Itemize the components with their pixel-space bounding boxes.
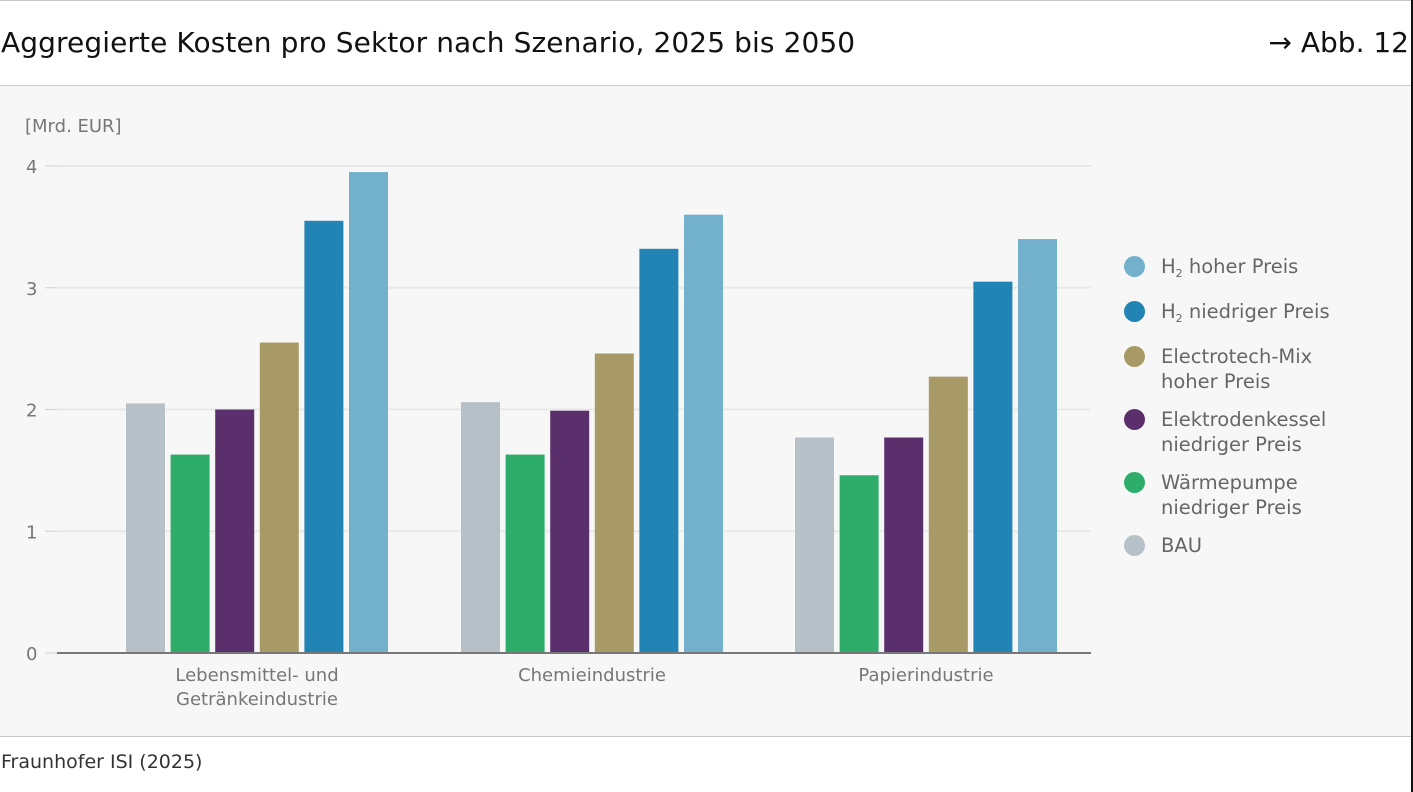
bar[interactable]: [884, 437, 924, 653]
bar[interactable]: [505, 454, 545, 653]
bar[interactable]: [928, 376, 968, 653]
figure-reference-link[interactable]: → Abb. 12: [1268, 26, 1410, 59]
bar[interactable]: [259, 342, 299, 653]
bar[interactable]: [170, 454, 210, 653]
chart-title: Aggregierte Kosten pro Sektor nach Szena…: [1, 26, 856, 59]
legend-label: Wärmepumpe niedriger Preis: [1161, 471, 1302, 519]
x-category-label: Lebensmittel- und: [175, 665, 338, 686]
legend-item[interactable]: H2 niedriger Preis: [1124, 299, 1404, 331]
legend-swatch-icon: [1124, 301, 1145, 322]
bar[interactable]: [795, 437, 834, 653]
legend-item[interactable]: Elektrodenkessel niedriger Preis: [1124, 407, 1404, 457]
figure-header: Aggregierte Kosten pro Sektor nach Szena…: [0, 1, 1413, 85]
legend-label: H2 hoher Preis: [1161, 255, 1299, 280]
legend-swatch-icon: [1124, 256, 1145, 277]
y-tick-label: 3: [26, 279, 37, 300]
bar[interactable]: [594, 353, 634, 653]
x-category-label: Papierindustrie: [858, 665, 993, 686]
y-tick-label: 1: [26, 522, 37, 543]
bar[interactable]: [639, 248, 679, 654]
bar[interactable]: [461, 402, 500, 653]
top-rule: [0, 0, 1413, 1]
bar[interactable]: [126, 403, 165, 653]
bar[interactable]: [349, 172, 388, 653]
y-tick-label: 4: [26, 157, 37, 178]
legend-item[interactable]: Wärmepumpe niedriger Preis: [1124, 470, 1404, 520]
legend-swatch-icon: [1124, 535, 1145, 556]
right-edge-border: [1411, 0, 1413, 792]
bar[interactable]: [550, 410, 590, 653]
legend-label: Elektrodenkessel niedriger Preis: [1161, 408, 1327, 456]
bar[interactable]: [304, 220, 344, 653]
header-divider: [0, 85, 1413, 86]
bar[interactable]: [973, 281, 1013, 653]
legend-label: BAU: [1161, 534, 1202, 557]
y-tick-label: 2: [26, 401, 37, 422]
legend-swatch-icon: [1124, 409, 1145, 430]
legend-item[interactable]: BAU: [1124, 533, 1404, 558]
y-tick-label: 0: [26, 644, 37, 665]
legend-swatch-icon: [1124, 472, 1145, 493]
legend-label: Electrotech-Mix hoher Preis: [1161, 345, 1313, 393]
chart-legend: H2 hoher Preis H2 niedriger Preis Electrot…: [1124, 254, 1404, 571]
bar[interactable]: [215, 409, 255, 654]
footer-divider: [0, 736, 1413, 737]
legend-swatch-icon: [1124, 346, 1145, 367]
y-axis-label: [Mrd. EUR]: [25, 116, 122, 137]
legend-label: H2 niedriger Preis: [1161, 300, 1330, 325]
source-note: Fraunhofer ISI (2025): [1, 751, 203, 773]
legend-item[interactable]: Electrotech-Mix hoher Preis: [1124, 344, 1404, 394]
legend-item[interactable]: H2 hoher Preis: [1124, 254, 1404, 286]
bar[interactable]: [684, 214, 723, 653]
bar[interactable]: [1018, 239, 1057, 654]
x-category-label: Chemieindustrie: [518, 665, 666, 686]
x-category-label: Getränkeindustrie: [176, 689, 338, 710]
bar[interactable]: [839, 475, 879, 653]
